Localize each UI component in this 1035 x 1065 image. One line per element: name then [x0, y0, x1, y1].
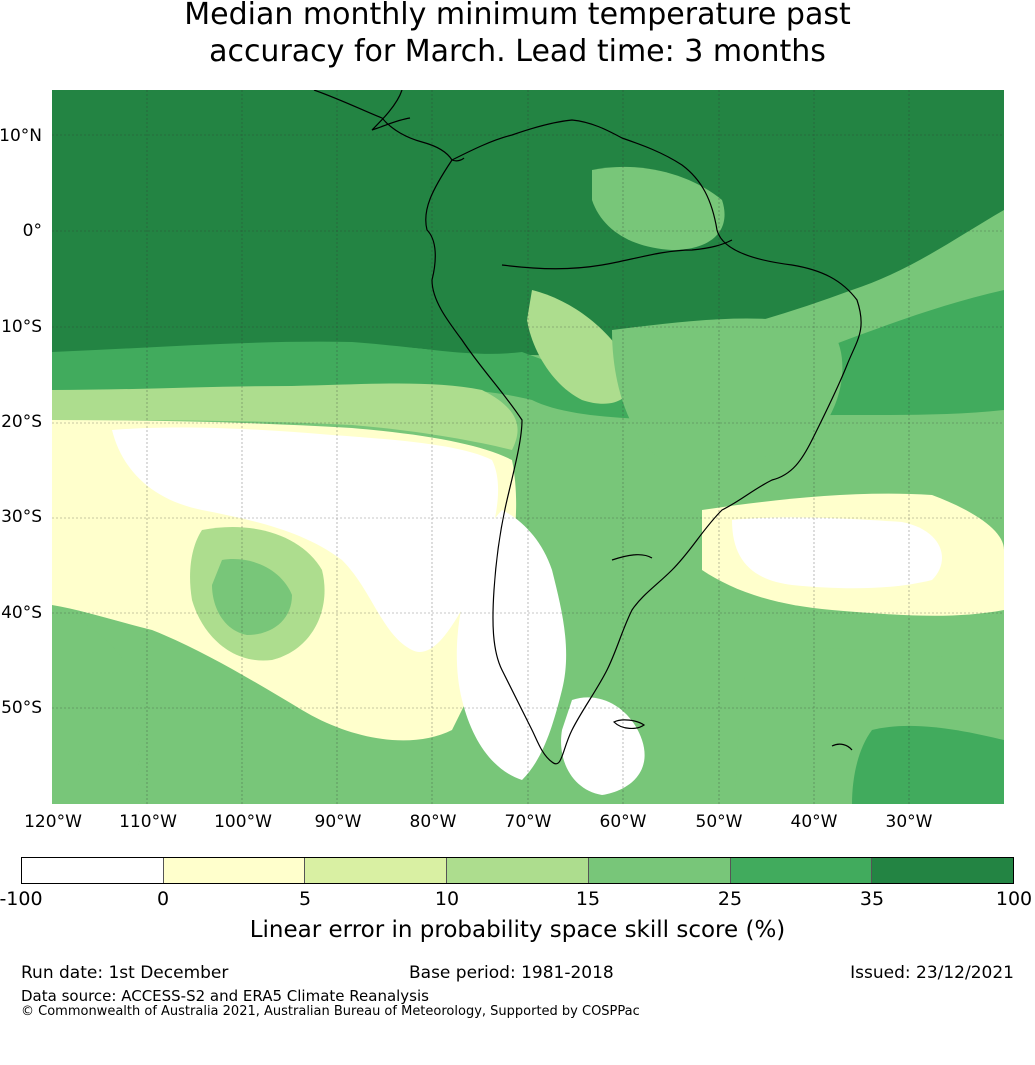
data-source: Data source: ACCESS-S2 and ERA5 Climate …: [21, 987, 429, 1005]
run-date: Run date: 1st December: [21, 963, 229, 983]
skill-region-light-band: [52, 383, 518, 450]
central-america-coast: [313, 90, 465, 162]
lat-label-20s: 20°S: [1, 412, 42, 432]
colorbar-tick: -100: [0, 888, 43, 910]
lon-label-60w: 60°W: [599, 812, 647, 832]
skill-region-none-east: [732, 517, 942, 589]
south-america-coast: [425, 119, 862, 765]
colorbar-tick: 10: [434, 888, 460, 910]
lon-label-100w: 100°W: [214, 812, 272, 832]
lon-label-70w: 70°W: [504, 812, 552, 832]
title-line-1: Median monthly minimum temperature past: [184, 0, 851, 32]
lat-label-40s: 40°S: [1, 603, 42, 623]
lon-label-120w: 120°W: [24, 812, 82, 832]
skill-patch-southeast-dark: [852, 725, 1004, 804]
lat-label-50s: 50°S: [1, 698, 42, 718]
base-period: Base period: 1981-2018: [409, 963, 614, 983]
colorbar-tick: 100: [995, 888, 1033, 910]
skill-patch-guiana: [592, 166, 725, 250]
skill-patch-southwest: [52, 610, 146, 804]
colorbar-tick: 35: [859, 888, 885, 910]
lat-label-0: 0°: [22, 221, 42, 241]
skill-patch-central-mid: [212, 559, 292, 635]
skill-region-none-south: [561, 697, 645, 795]
issued-date: Issued: 23/12/2021: [850, 963, 1014, 983]
copyright: © Commonwealth of Australia 2021, Austra…: [21, 1004, 640, 1019]
lon-label-40w: 40°W: [790, 812, 838, 832]
skill-score-map: [52, 90, 1004, 804]
coastlines: [313, 90, 862, 765]
title-line-2: accuracy for March. Lead time: 3 months: [209, 34, 826, 69]
colorbar-segment: [729, 858, 872, 883]
amazon-river: [501, 239, 733, 270]
lon-label-50w: 50°W: [695, 812, 743, 832]
map-canvas: [52, 90, 1004, 804]
skill-region-none-west: [112, 427, 499, 652]
lat-label-10s: 10°S: [1, 317, 42, 337]
colorbar-tick: 5: [298, 888, 312, 910]
skill-region-none-patagonia: [456, 510, 567, 780]
falkland-islands: [612, 719, 646, 729]
colorbar: [21, 857, 1014, 884]
lat-label-30s: 30°S: [1, 507, 42, 527]
colorbar-segment: [22, 858, 163, 883]
colorbar-segment: [162, 858, 305, 883]
colorbar-tick: 0: [156, 888, 170, 910]
skill-patch-amazon-light: [527, 290, 633, 404]
colorbar-segment: [446, 858, 588, 883]
colorbar-segment: [304, 858, 447, 883]
skill-patch-brazil: [612, 318, 843, 464]
lon-label-80w: 80°W: [409, 812, 457, 832]
skill-region-high-north: [52, 90, 1004, 360]
map-title: Median monthly minimum temperature past …: [0, 0, 1035, 70]
lat-label-10n: 10°N: [0, 126, 42, 146]
lon-label-90w: 90°W: [314, 812, 362, 832]
south-georgia: [831, 743, 853, 751]
colorbar-label: Linear error in probability space skill …: [249, 917, 786, 943]
graticule: [52, 90, 1004, 804]
colorbar-tick: 15: [575, 888, 601, 910]
central-america-coast-north: [371, 90, 411, 131]
colorbar-segment: [871, 858, 1014, 883]
colorbar-segment: [587, 858, 730, 883]
lon-label-110w: 110°W: [119, 812, 177, 832]
rio-de-la-plata: [611, 554, 653, 561]
lon-label-30w: 30°W: [885, 812, 933, 832]
colorbar-tick: 25: [717, 888, 743, 910]
